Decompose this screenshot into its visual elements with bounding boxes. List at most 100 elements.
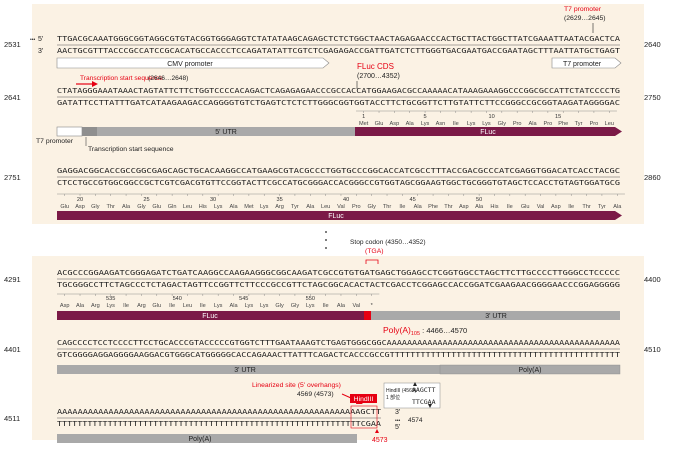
amino-acid: Pro	[544, 121, 553, 127]
five-prime-label: 5'	[395, 424, 400, 431]
amino-acid: Lys	[214, 204, 223, 210]
amino-acid: Ile	[568, 204, 574, 210]
amino-acid: Lys	[214, 303, 223, 309]
amino-acid: Thr	[383, 204, 392, 210]
bottom-strand: TTTTTTTTTTTTTTTTTTTTTTTTTTTTTTTTTTTTTTTT…	[57, 419, 382, 428]
amino-acid: Ile	[169, 303, 175, 309]
feature-fluc-label: FLuc	[480, 129, 496, 136]
residue-number: 5	[424, 114, 427, 120]
ellipsis-dot-1	[325, 231, 327, 233]
end-position-red: 4573	[372, 437, 388, 444]
amino-acid: Arg	[275, 204, 284, 210]
top-strand: TTGACGCAAATGGGCGGTAGGCGTGTACGGTGGGAGGTCT…	[57, 34, 621, 43]
ellipsis-dot-3	[325, 247, 327, 249]
amino-acid: Ile	[200, 303, 206, 309]
hindiii-cut-bottom	[428, 404, 432, 408]
hindiii-info-box	[383, 382, 441, 409]
right-position: 2640	[644, 40, 661, 49]
three-prime-label: 3'	[38, 48, 43, 55]
amino-acid: Ile	[399, 204, 405, 210]
amino-acid: Gln	[168, 204, 177, 210]
residue-number: 25	[143, 197, 149, 203]
sequence-block-5: Poly(A)105 : 4466…4570 4401 4510 CAGCCCC…	[4, 325, 661, 375]
amino-acid: Pro	[513, 121, 522, 127]
feature-cmv-promoter	[56, 57, 330, 69]
amino-acid: Gly	[367, 204, 376, 210]
amino-acid: Thr	[582, 204, 591, 210]
feature-fluc-label: FLuc	[328, 213, 344, 220]
amino-acid: Tyr	[575, 121, 583, 127]
panel-bottom	[32, 256, 644, 440]
feature-3-utr-label: 3' UTR	[234, 367, 256, 374]
continuation-dots: •••	[395, 418, 401, 424]
amino-acid: Ala	[306, 204, 315, 210]
feature-cmv-label: CMV promoter	[167, 61, 213, 68]
amino-acid: Glu	[60, 204, 69, 210]
amino-acid: Ile	[323, 303, 329, 309]
t7-promoter-range: (2629…2645)	[564, 15, 606, 22]
linearized-site-range: 4569 (4573)	[297, 391, 334, 398]
amino-acid: Val	[337, 204, 345, 210]
amino-acid: Lys	[260, 204, 269, 210]
feature-polya-label: Poly(A)	[519, 367, 542, 374]
feature-3-utr	[57, 365, 440, 374]
top-strand: GAGGACGGCACCGCCGGCGAGCAGCTGCACAAGGCCATGA…	[57, 166, 620, 175]
amino-acid: Gly	[498, 121, 507, 127]
amino-acid: Phe	[558, 121, 568, 127]
amino-acid: Asp	[75, 204, 85, 210]
top-strand: CAGCCCCTCCTCCCCTTCCTGCACCCGTACCCCCGTGGTC…	[57, 338, 621, 347]
amino-acid: Asp	[459, 204, 469, 210]
residue-number: 540	[173, 296, 182, 302]
amino-acid: Glu	[152, 303, 161, 309]
tss-range: (2646…2648)	[148, 75, 188, 82]
residue-number: 20	[77, 197, 83, 203]
residue-number: 545	[239, 296, 248, 302]
amino-acid: Asn	[436, 121, 446, 127]
amino-acid: Phe	[428, 204, 438, 210]
fluc-cds-annotation: FLuc CDS	[357, 62, 394, 71]
amino-acid: Ala	[528, 121, 537, 127]
amino-acid-row-1: Met Glu Asp Ala Lys Asn Ile Lys Lys Gly Pro Ala Pro P…	[356, 110, 617, 127]
amino-acid: Met	[244, 204, 254, 210]
left-position: 4401	[4, 345, 21, 354]
amino-acid: Asp	[551, 204, 561, 210]
sequence-block-6: Linearized site (5' overhangs) 4569 (457…	[4, 382, 441, 444]
amino-acid: Gly	[137, 204, 146, 210]
amino-acid: Ala	[229, 204, 238, 210]
feature-fluc-label: FLuc	[202, 313, 218, 320]
hindiii-cut-top	[413, 382, 417, 386]
feature-tss-bar	[82, 127, 97, 136]
amino-acid: Ala	[613, 204, 622, 210]
feature-polya	[439, 364, 621, 375]
feature-stop-codon	[364, 311, 371, 320]
residue-number: 35	[276, 197, 282, 203]
left-position: 2751	[4, 173, 21, 182]
amino-acid-row-3: Asp Ala Arg Lys Ile Arg Glu Ile Leu Ile Lys Ala Lys L…	[57, 293, 380, 309]
amino-acid: Gly	[275, 303, 284, 309]
amino-acid: Lys	[306, 303, 315, 309]
amino-acid: Val	[352, 303, 360, 309]
right-position: 4510	[644, 345, 661, 354]
hindiii-box-label: HindIII (4569)	[386, 388, 417, 394]
bottom-strand: GTCGGGGAGGAGGGGAAGGACGTGGGCATGGGGGCACCAG…	[57, 350, 621, 359]
amino-acid: His	[490, 204, 498, 210]
polya-annotation: Poly(A)105 : 4466…4570	[383, 325, 467, 337]
amino-acid: Val	[537, 204, 545, 210]
stop-codon-bracket	[365, 259, 379, 264]
amino-acid: Pro	[352, 204, 361, 210]
hindiii-site-box	[350, 405, 378, 429]
left-position: 2531	[4, 40, 21, 49]
sequence-block-1: 2531 2640 5' 3' ••• TTGACGCAAATGGGCGGTAG…	[4, 6, 661, 69]
amino-acid: Leu	[605, 121, 614, 127]
amino-acid: Ala	[406, 121, 415, 127]
bottom-strand: AACTGCGTTTACCCGCCATCCGCACATGCCACCCTCCAGA…	[57, 46, 621, 55]
residue-number: 550	[306, 296, 315, 302]
feature-5-utr	[97, 127, 355, 136]
five-prime-label: 5'	[38, 36, 43, 43]
sequence-block-3: 2751 2860 GAGGACGGCACCGCCGGCGAGCAGCTGCAC…	[4, 166, 661, 220]
feature-3-utr	[371, 311, 620, 320]
feature-t7-promoter	[551, 57, 622, 69]
feature-3-utr-label: 3' UTR	[485, 313, 507, 320]
right-position: 2860	[644, 173, 661, 182]
